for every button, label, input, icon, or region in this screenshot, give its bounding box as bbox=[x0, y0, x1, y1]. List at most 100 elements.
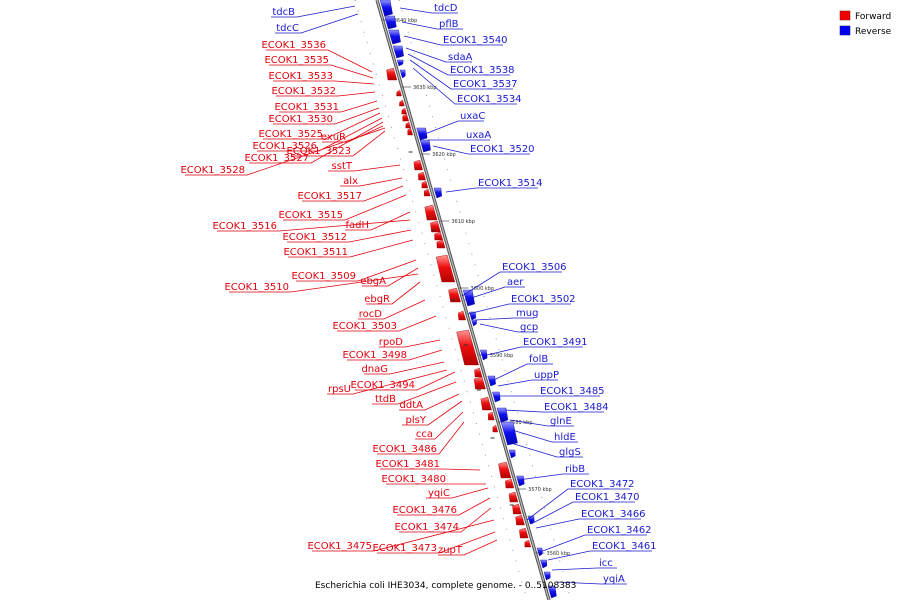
forward-gene-label[interactable]: fadH bbox=[345, 220, 369, 231]
forward-gene-feature[interactable] bbox=[423, 188, 431, 197]
forward-gene-label[interactable]: ECOK1_3486 bbox=[372, 444, 437, 455]
reverse-gene-feature[interactable] bbox=[469, 311, 476, 321]
forward-gene-feature[interactable] bbox=[457, 310, 466, 321]
reverse-gene-label[interactable]: hldE bbox=[554, 432, 576, 443]
forward-gene-label[interactable]: yqiC bbox=[428, 488, 450, 499]
forward-gene-feature[interactable] bbox=[405, 121, 411, 129]
forward-gene-label[interactable]: ECOK1_3480 bbox=[381, 474, 446, 485]
forward-gene-label[interactable]: ECOK1_3536 bbox=[261, 40, 326, 51]
reverse-gene-label[interactable]: ECOK1_3506 bbox=[502, 262, 567, 273]
forward-gene-label[interactable]: ECOK1_3516 bbox=[212, 221, 277, 232]
forward-gene-label[interactable]: ECOK1_3509 bbox=[291, 271, 356, 282]
reverse-gene-label[interactable]: ECOK1_3538 bbox=[450, 65, 515, 76]
forward-gene-feature[interactable] bbox=[430, 220, 441, 233]
reverse-gene-feature[interactable] bbox=[547, 585, 557, 599]
reverse-gene-label[interactable]: yqiA bbox=[603, 574, 625, 585]
forward-gene-feature[interactable] bbox=[424, 204, 438, 221]
reverse-gene-feature[interactable] bbox=[487, 375, 496, 387]
reverse-gene-feature[interactable] bbox=[540, 559, 548, 569]
reverse-gene-label[interactable]: ECOK1_3514 bbox=[478, 178, 543, 189]
reverse-gene-feature[interactable] bbox=[388, 29, 401, 45]
forward-gene-label[interactable]: sstT bbox=[332, 161, 353, 172]
reverse-gene-feature[interactable] bbox=[508, 449, 516, 459]
reverse-gene-label[interactable]: ECOK1_3537 bbox=[453, 79, 518, 90]
reverse-gene-feature[interactable] bbox=[392, 45, 404, 59]
reverse-gene-feature[interactable] bbox=[462, 289, 475, 307]
reverse-gene-label[interactable]: ECOK1_3520 bbox=[470, 144, 535, 155]
forward-gene-feature[interactable] bbox=[448, 287, 461, 303]
forward-gene-label[interactable]: ECOK1_3526 bbox=[252, 141, 317, 152]
reverse-gene-label[interactable]: glnE bbox=[550, 416, 572, 427]
reverse-gene-label[interactable]: gcp bbox=[520, 322, 538, 333]
reverse-gene-label[interactable]: ECOK1_3466 bbox=[581, 509, 646, 520]
forward-gene-label[interactable]: ECOK1_3510 bbox=[224, 282, 289, 293]
forward-gene-feature[interactable] bbox=[515, 514, 525, 526]
reverse-gene-label[interactable]: mug bbox=[516, 308, 538, 319]
forward-gene-label[interactable]: plsY bbox=[406, 415, 427, 426]
reverse-gene-feature[interactable] bbox=[399, 69, 406, 79]
forward-gene-feature[interactable] bbox=[386, 67, 398, 81]
forward-gene-label[interactable]: ECOK1_3532 bbox=[271, 86, 336, 97]
forward-gene-feature[interactable] bbox=[401, 107, 407, 115]
forward-gene-feature[interactable] bbox=[413, 159, 423, 171]
forward-gene-feature[interactable] bbox=[498, 461, 512, 479]
forward-gene-feature[interactable] bbox=[436, 239, 446, 249]
forward-gene-label[interactable]: dnaG bbox=[361, 364, 388, 375]
forward-gene-label[interactable]: alx bbox=[343, 176, 358, 187]
reverse-gene-label[interactable]: tdcD bbox=[434, 3, 458, 14]
reverse-gene-label[interactable]: sdaA bbox=[448, 52, 473, 63]
forward-gene-feature[interactable] bbox=[487, 411, 495, 421]
forward-gene-label[interactable]: ECOK1_3475 bbox=[307, 541, 372, 552]
reverse-gene-label[interactable]: ribB bbox=[565, 464, 585, 475]
reverse-gene-label[interactable]: tdcC bbox=[276, 23, 299, 34]
forward-gene-feature[interactable] bbox=[508, 491, 519, 503]
forward-gene-label[interactable]: ECOK1_3474 bbox=[394, 522, 459, 533]
reverse-gene-label[interactable]: glgS bbox=[559, 447, 581, 458]
reverse-gene-label[interactable]: ECOK1_3485 bbox=[540, 386, 605, 397]
forward-gene-feature[interactable] bbox=[480, 396, 492, 411]
forward-gene-feature[interactable] bbox=[402, 113, 409, 122]
reverse-gene-label[interactable]: ECOK1_3502 bbox=[511, 294, 576, 305]
forward-gene-label[interactable]: ECOK1_3476 bbox=[392, 505, 457, 516]
forward-gene-label[interactable]: ECOK1_3517 bbox=[297, 191, 362, 202]
reverse-gene-label[interactable]: ECOK1_3462 bbox=[587, 525, 652, 536]
forward-gene-label[interactable]: rpsU bbox=[328, 384, 351, 395]
reverse-gene-label[interactable]: tdcB bbox=[272, 7, 295, 18]
reverse-gene-label[interactable]: ECOK1_3461 bbox=[592, 541, 657, 552]
forward-gene-label[interactable]: rocD bbox=[359, 309, 383, 320]
reverse-gene-feature[interactable] bbox=[516, 475, 525, 487]
reverse-gene-feature[interactable] bbox=[379, 0, 393, 17]
reverse-gene-label[interactable]: ECOK1_3540 bbox=[443, 35, 508, 46]
reverse-gene-feature[interactable] bbox=[500, 421, 518, 446]
reverse-gene-label[interactable]: ECOK1_3534 bbox=[457, 94, 522, 105]
reverse-gene-label[interactable]: aer bbox=[507, 277, 524, 288]
reverse-gene-feature[interactable] bbox=[433, 187, 442, 199]
reverse-gene-feature[interactable] bbox=[492, 391, 501, 403]
forward-gene-label[interactable]: ECOK1_3512 bbox=[282, 232, 347, 243]
forward-gene-feature[interactable] bbox=[505, 478, 515, 489]
forward-gene-label[interactable]: ddtA bbox=[400, 400, 424, 411]
forward-gene-label[interactable]: ECOK1_3531 bbox=[274, 102, 339, 113]
reverse-gene-label[interactable]: ECOK1_3491 bbox=[523, 337, 588, 348]
forward-gene-feature[interactable] bbox=[512, 503, 522, 515]
reverse-gene-label[interactable]: pflB bbox=[439, 19, 459, 30]
forward-gene-label[interactable]: ECOK1_3511 bbox=[283, 247, 348, 258]
forward-gene-label[interactable]: cca bbox=[416, 429, 433, 440]
reverse-gene-feature[interactable] bbox=[419, 139, 431, 153]
reverse-gene-label[interactable]: folB bbox=[529, 354, 548, 365]
forward-gene-label[interactable]: ttdB bbox=[375, 394, 396, 405]
reverse-gene-feature[interactable] bbox=[536, 547, 543, 557]
forward-gene-feature[interactable] bbox=[399, 99, 405, 107]
reverse-gene-feature[interactable] bbox=[543, 571, 551, 581]
forward-gene-label[interactable]: ECOK1_3535 bbox=[264, 55, 329, 66]
reverse-gene-feature[interactable] bbox=[496, 407, 509, 423]
forward-gene-feature[interactable] bbox=[421, 180, 429, 189]
forward-gene-feature[interactable] bbox=[456, 329, 479, 366]
forward-gene-feature[interactable] bbox=[396, 89, 402, 97]
forward-gene-label[interactable]: ECOK1_3503 bbox=[332, 321, 397, 332]
reverse-gene-feature[interactable] bbox=[471, 319, 477, 327]
forward-gene-label[interactable]: ECOK1_3498 bbox=[342, 350, 407, 361]
reverse-gene-feature[interactable] bbox=[416, 127, 428, 141]
forward-gene-feature[interactable] bbox=[474, 367, 483, 378]
forward-gene-label[interactable]: ECOK1_3527 bbox=[244, 153, 309, 164]
